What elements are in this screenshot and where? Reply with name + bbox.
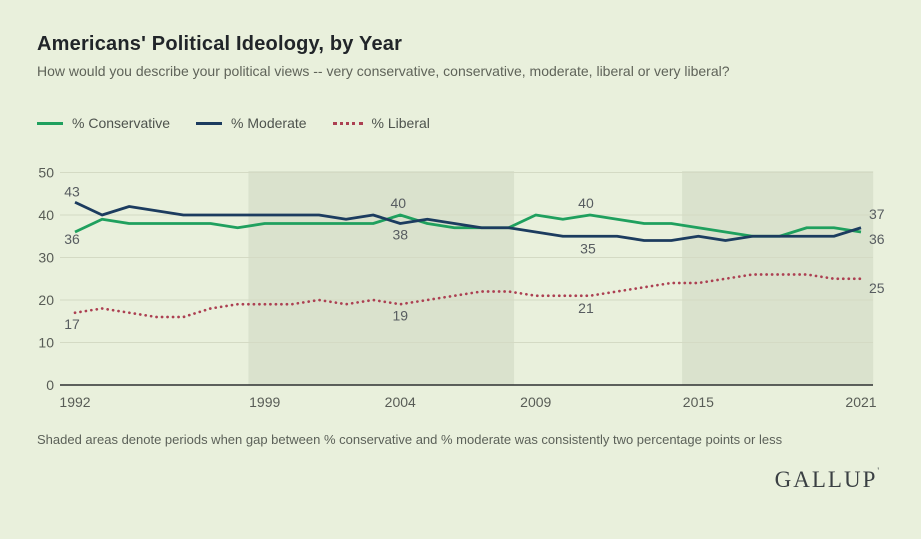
data-label: 21 <box>578 300 594 316</box>
page-title: Americans' Political Ideology, by Year <box>37 33 403 55</box>
data-label: 38 <box>392 227 408 243</box>
data-label: 19 <box>392 307 408 323</box>
series-line-liberal <box>73 273 863 319</box>
data-label: 36 <box>64 231 80 247</box>
x-tick-label: 2009 <box>520 394 551 410</box>
y-tick-label: 50 <box>38 165 54 181</box>
gallup-logo: GALLUP' <box>775 466 879 493</box>
data-label: 17 <box>64 316 80 332</box>
data-label: 25 <box>869 280 885 296</box>
conservative-line-swatch <box>37 121 63 125</box>
series-line-moderate <box>74 200 862 242</box>
data-label: 40 <box>578 195 594 211</box>
legend-label-moderate: % Moderate <box>231 115 307 131</box>
shaded-area-note: Shaded areas denote periods when gap bet… <box>37 432 783 447</box>
legend-item-conservative: % Conservative <box>37 115 170 131</box>
shaded-band <box>682 171 874 385</box>
shaded-band <box>248 171 515 385</box>
x-tick-label: 2021 <box>845 394 876 410</box>
legend-item-moderate: % Moderate <box>196 115 307 131</box>
legend-label-conservative: % Conservative <box>72 115 171 131</box>
y-tick-label: 20 <box>38 292 54 308</box>
gallup-logo-text: GALLUP <box>774 467 878 492</box>
gallup-trademark-icon: ' <box>877 466 879 476</box>
moderate-line-swatch <box>196 121 223 125</box>
y-tick-label: 30 <box>38 250 54 266</box>
legend-item-liberal: % Liberal <box>332 115 430 131</box>
x-tick-label: 2015 <box>683 394 714 410</box>
liberal-line-swatch <box>332 121 363 125</box>
y-tick-label: 10 <box>38 335 54 351</box>
legend-label-liberal: % Liberal <box>371 115 430 131</box>
data-label: 43 <box>64 183 80 199</box>
y-tick-label: 40 <box>38 207 54 223</box>
x-tick-label: 1999 <box>249 394 280 410</box>
y-tick-label: 0 <box>46 377 54 393</box>
x-tick-label: 1992 <box>59 394 90 410</box>
survey-question: How would you describe your political vi… <box>37 63 730 79</box>
x-tick-label: 2004 <box>385 394 416 410</box>
series-line-conservative <box>74 213 862 238</box>
data-label: 35 <box>580 240 596 256</box>
data-label: 40 <box>390 195 406 211</box>
data-label: 36 <box>869 231 885 247</box>
data-label: 37 <box>869 206 885 222</box>
chart-legend: % Conservative % Moderate % Liberal <box>37 115 430 131</box>
